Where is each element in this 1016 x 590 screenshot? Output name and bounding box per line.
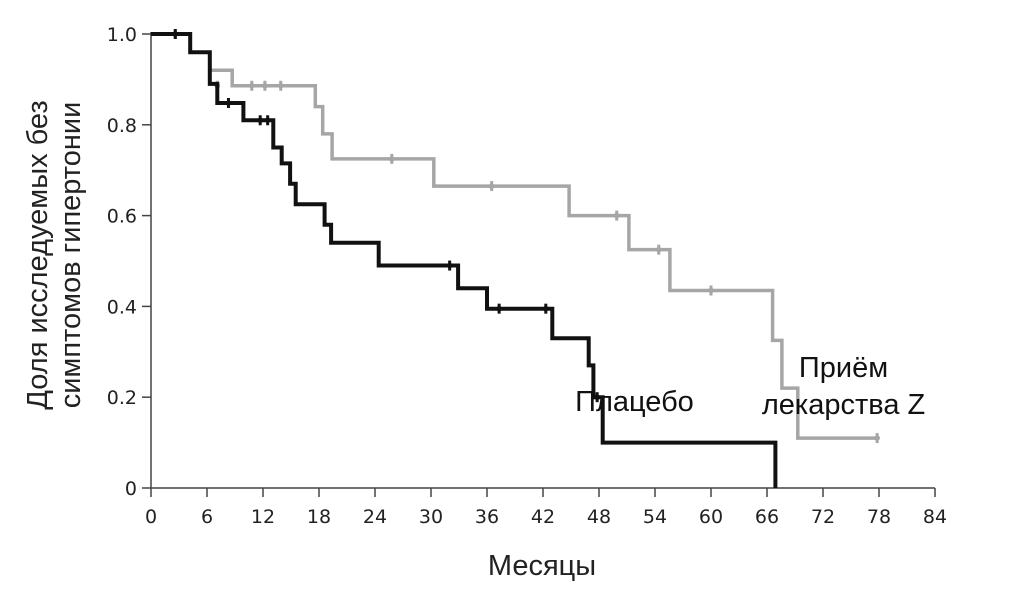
- x-tick-label: 24: [363, 506, 387, 528]
- labels-layer: Плацебо Приём лекарства Z: [575, 352, 925, 421]
- censor-dot: [262, 82, 268, 89]
- censor-dot: [277, 82, 284, 89]
- x-tick-label: 0: [145, 506, 157, 528]
- x-tick-label: 48: [587, 506, 611, 528]
- censor-dot: [446, 262, 453, 269]
- censor-dot: [264, 117, 271, 124]
- x-tick-label: 84: [923, 506, 947, 528]
- censor-dot: [708, 287, 714, 294]
- censor-dot: [225, 100, 232, 106]
- x-tick-label: 36: [475, 506, 499, 528]
- x-tick-label: 30: [419, 506, 443, 528]
- x-tick-label: 72: [811, 506, 835, 528]
- series-layer: [151, 29, 880, 488]
- censor-dot: [594, 394, 600, 401]
- x-axis-title: Месяцы: [488, 550, 596, 582]
- y-axis-title-line-1: Доля исследуемых без: [22, 100, 54, 409]
- series-line: [151, 32, 778, 488]
- series-drug-z: [151, 29, 880, 444]
- censor-dot: [613, 212, 620, 219]
- placebo-label: Плацебо: [575, 386, 694, 418]
- y-tick-label: 1.0: [107, 24, 137, 46]
- y-tick-label: 0.4: [107, 296, 137, 318]
- x-tick-label: 12: [251, 506, 275, 528]
- y-tick-label: 0: [125, 478, 137, 500]
- axes: 0 6 12 18 24 30 36 42 48 54 60 66 72 78 84 0 0.2 0.4 0.6 0.…: [107, 24, 947, 528]
- y-tick-label: 0.6: [107, 206, 137, 228]
- series-line: [151, 32, 878, 440]
- x-tick-label: 42: [531, 506, 555, 528]
- censor-dot: [874, 435, 880, 441]
- x-tick-label: 60: [699, 506, 723, 528]
- x-tick-label: 66: [755, 506, 779, 528]
- x-tick-label: 18: [307, 506, 331, 528]
- y-tick-label: 0.2: [107, 387, 137, 409]
- censor-dot: [249, 82, 255, 89]
- y-tick-label: 0.8: [107, 115, 137, 137]
- x-tick-label: 78: [867, 506, 891, 528]
- drug-z-label-line-2: лекарства Z: [762, 389, 925, 421]
- x-tick-label: 54: [643, 506, 667, 528]
- series-placebo: [151, 29, 778, 488]
- drug-z-label-line-1: Приём: [799, 352, 888, 384]
- censor-dot: [257, 117, 264, 124]
- censor-dot: [488, 183, 495, 189]
- censor-dot: [389, 156, 395, 162]
- censor-dot: [496, 305, 502, 312]
- censor-dot: [172, 31, 179, 37]
- censor-dot: [543, 305, 549, 312]
- censor-dot: [655, 246, 662, 253]
- x-tick-label: 6: [201, 506, 213, 528]
- y-axis-title-line-2: симптомов гипертонии: [55, 102, 87, 409]
- y-axis-title: Доля исследуемых без симптомов гипертони…: [22, 100, 87, 409]
